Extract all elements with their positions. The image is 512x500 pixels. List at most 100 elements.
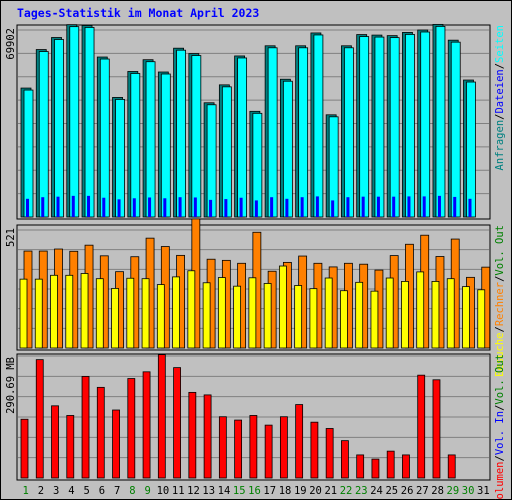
x-axis-labels: 1 2 3 4 5 6 7 8 9 10 11 12 13 14 15 16 17 18 19 20 21 22 23 24 2… — [22, 485, 489, 497]
x-tick-label: 8 — [129, 485, 135, 497]
panel-top: 69902 Anfragen/Dateien/Seiten — [5, 23, 506, 220]
bar-volumen-day-20 — [310, 421, 319, 479]
bar-dateien-day-23 — [361, 196, 365, 217]
bar-seiten-day-2 — [38, 51, 49, 218]
legend-entry: Vol. In — [494, 411, 506, 455]
bar-besuche-day-20 — [309, 288, 318, 349]
bar-dateien-day-30 — [468, 198, 472, 217]
bar-volumen-day-3 — [51, 405, 59, 479]
bar-seiten-day-27 — [420, 31, 431, 218]
bar-seiten-day-3 — [54, 39, 64, 218]
max-label-top: 69902 — [5, 28, 17, 60]
bar-seiten-day-29 — [450, 41, 461, 218]
legend-entry: Besuche — [494, 333, 506, 377]
bar-dateien-day-21 — [331, 200, 335, 217]
legend-entry: / — [494, 63, 506, 69]
x-tick-label: 28 — [431, 485, 444, 497]
bar-besuche-day-24 — [370, 290, 379, 349]
x-tick-label: 14 — [218, 485, 231, 497]
legend-bottom: Volumen/Vol. In/Vol. Out — [494, 354, 506, 500]
bar-volumen-day-9 — [142, 371, 151, 479]
bar-volumen-day-24 — [371, 458, 380, 479]
bar-besuche-day-1 — [19, 278, 28, 349]
bar-volumen-day-8 — [127, 378, 136, 479]
x-tick-label: 10 — [157, 485, 170, 497]
bar-besuche-day-9 — [141, 278, 150, 349]
bar-volumen-day-21 — [325, 428, 334, 479]
bar-besuche-day-23 — [355, 281, 364, 349]
bar-dateien-day-1 — [26, 198, 29, 217]
bar-dateien-day-25 — [392, 196, 396, 217]
bar-volumen-day-17 — [264, 424, 273, 479]
bar-besuche-day-30 — [462, 286, 470, 349]
bar-volumen-day-7 — [112, 409, 120, 479]
bar-seiten-day-20 — [313, 34, 324, 218]
legend-entry: / — [494, 114, 506, 120]
bar-seiten-day-5 — [84, 27, 95, 218]
x-tick-label: 27 — [416, 485, 429, 497]
bar-dateien-day-12 — [193, 197, 197, 217]
bar-dateien-day-7 — [117, 199, 121, 217]
bar-dateien-day-4 — [71, 195, 75, 217]
bar-dateien-day-19 — [300, 197, 304, 217]
bar-besuche-day-10 — [156, 284, 165, 349]
bar-dateien-day-5 — [87, 195, 91, 217]
x-tick-label: 16 — [248, 485, 261, 497]
x-tick-label: 2 — [38, 485, 44, 497]
bar-dateien-day-9 — [148, 197, 152, 217]
bar-besuche-day-26 — [401, 281, 409, 349]
bar-besuche-day-31 — [477, 289, 486, 349]
x-tick-label: 17 — [263, 485, 276, 497]
bar-besuche-day-18 — [278, 265, 287, 349]
x-tick-label: 5 — [83, 485, 89, 497]
bar-volumen-day-27 — [417, 374, 426, 479]
bar-dateien-day-18 — [285, 198, 289, 217]
bar-seiten-day-12 — [191, 55, 202, 218]
bar-seiten-day-23 — [359, 36, 370, 218]
x-tick-label: 7 — [114, 485, 120, 497]
bar-dateien-day-13 — [209, 199, 213, 217]
bar-seiten-day-24 — [374, 36, 385, 218]
bar-dateien-day-28 — [437, 195, 441, 217]
bar-besuche-day-22 — [340, 290, 348, 349]
bar-volumen-day-25 — [386, 450, 395, 479]
x-tick-label: 18 — [279, 485, 292, 497]
bar-volumen-day-13 — [203, 394, 212, 479]
x-tick-label: 30 — [462, 485, 475, 497]
bar-volumen-day-26 — [402, 454, 410, 479]
bar-volumen-day-23 — [356, 454, 365, 479]
legend-entry: Dateien — [494, 69, 506, 113]
bar-volumen-day-2 — [35, 359, 44, 479]
bar-volumen-day-10 — [157, 354, 166, 479]
x-tick-label: 3 — [53, 485, 59, 497]
x-tick-label: 19 — [294, 485, 307, 497]
legend-entry: Anfragen — [494, 120, 506, 171]
max-label-middle: 521 — [5, 228, 17, 247]
x-tick-label: 25 — [385, 485, 398, 497]
bar-seiten-day-22 — [344, 47, 354, 218]
bar-besuche-day-7 — [111, 288, 119, 349]
x-tick-label: 23 — [355, 485, 368, 497]
chart-panels: 69902Anfragen/Dateien/Seiten521Besuche/R… — [5, 23, 506, 500]
bar-dateien-day-20 — [315, 196, 319, 217]
bar-besuche-day-25 — [385, 277, 394, 349]
bar-seiten-day-28 — [435, 25, 446, 218]
bar-besuche-day-11 — [172, 276, 180, 349]
bar-besuche-day-3 — [50, 274, 58, 349]
bar-besuche-day-21 — [324, 277, 333, 349]
bar-dateien-day-14 — [224, 199, 228, 217]
bar-seiten-day-30 — [466, 81, 476, 218]
x-tick-label: 24 — [370, 485, 383, 497]
bar-seiten-day-8 — [130, 73, 141, 218]
bar-besuche-day-27 — [416, 271, 425, 349]
bar-volumen-day-5 — [81, 376, 90, 479]
bar-dateien-day-3 — [56, 196, 60, 217]
bar-seiten-day-4 — [69, 26, 80, 218]
legend-entry: / — [494, 326, 506, 332]
legend-top: Anfragen/Dateien/Seiten — [494, 25, 506, 170]
bar-dateien-day-22 — [346, 197, 350, 217]
x-tick-label: 22 — [340, 485, 353, 497]
